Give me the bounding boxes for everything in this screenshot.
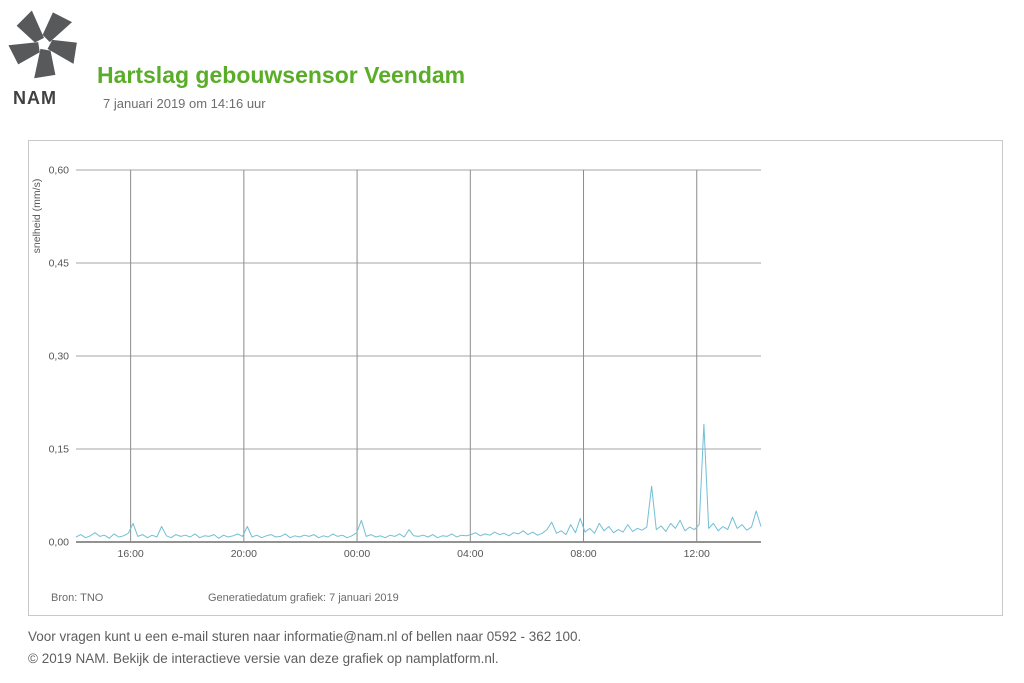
y-tick-label: 0,00 [49, 537, 70, 549]
y-axis-label: snelheid (mm/s) [31, 179, 43, 254]
x-tick-label: 16:00 [117, 548, 143, 560]
logo-blade [47, 39, 77, 64]
velocity-series-line [75, 423, 762, 539]
x-tick-label: 08:00 [570, 548, 596, 560]
nam-logo [8, 10, 77, 79]
y-tick-label: 0,15 [49, 444, 70, 456]
logo-blade [42, 12, 73, 43]
footer-contact-line: Voor vragen kunt u een e-mail sturen naa… [28, 629, 582, 644]
chart-source-label: Bron: TNO [51, 592, 104, 604]
footer-copyright-line: © 2019 NAM. Bekijk de interactieve versi… [28, 651, 499, 666]
y-tick-label: 0,60 [49, 165, 70, 177]
sensor-velocity-chart: 0,00 0,15 0,30 0,45 0,60 16:00 20:00 00:00 04:00… [31, 165, 762, 560]
logo-blade [16, 10, 44, 43]
x-tick-label: 04:00 [457, 548, 483, 560]
page-subtitle: 7 januari 2019 om 14:16 uur [103, 96, 266, 111]
y-tick-label: 0,30 [49, 351, 70, 363]
x-tick-label: 20:00 [231, 548, 257, 560]
nam-wordmark: NAM [13, 88, 57, 108]
page-title: Hartslag gebouwsensor Veendam [97, 62, 466, 88]
logo-blade [8, 42, 40, 65]
chart-generated-label: Generatiedatum grafiek: 7 januari 2019 [208, 592, 399, 604]
x-tick-label: 12:00 [684, 548, 710, 560]
y-tick-label: 0,45 [49, 258, 70, 270]
x-tick-label: 00:00 [344, 548, 370, 560]
chart-card: 0,00 0,15 0,30 0,45 0,60 16:00 20:00 00:00 04:00… [28, 140, 1003, 616]
logo-blade [34, 48, 56, 79]
